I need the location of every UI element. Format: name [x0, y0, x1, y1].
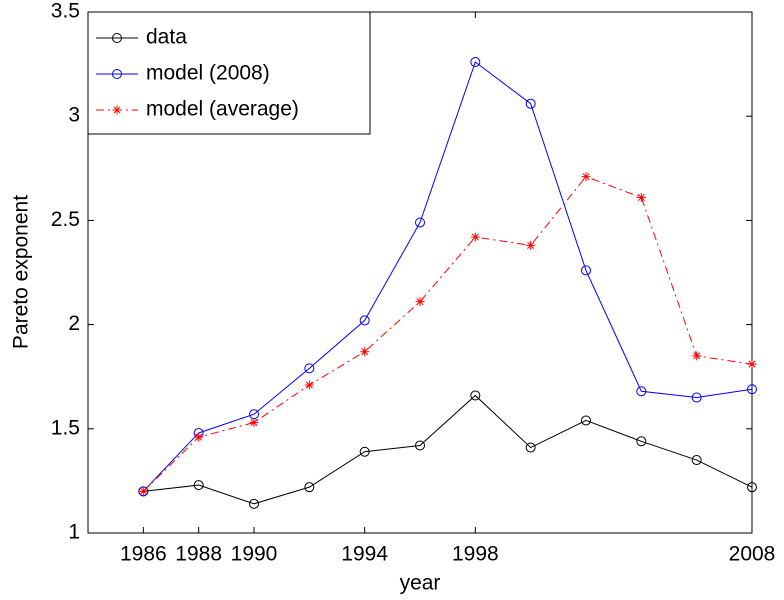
- y-tick-label: 3: [68, 104, 80, 127]
- point: [526, 240, 536, 250]
- legend-marker: [112, 69, 122, 79]
- point: [360, 347, 370, 357]
- series-line: [142, 176, 753, 492]
- series-line: [142, 61, 753, 492]
- point: [193, 480, 204, 491]
- point: [691, 392, 702, 403]
- point: [525, 442, 536, 453]
- point: [359, 315, 370, 326]
- x-tick-label: 1998: [452, 543, 499, 566]
- y-tick-label: 1.5: [51, 416, 80, 439]
- point: [359, 446, 370, 457]
- point: [747, 482, 757, 493]
- point: [470, 390, 481, 401]
- x-tick-label: 1986: [120, 543, 167, 566]
- point: [470, 232, 480, 242]
- legend-label: data: [146, 26, 187, 49]
- legend-marker: [112, 105, 122, 115]
- point: [304, 363, 315, 374]
- legend-box: [87, 11, 371, 135]
- point: [415, 440, 425, 451]
- legend-label: model (average): [146, 98, 299, 121]
- point: [581, 172, 591, 182]
- point: [194, 432, 204, 442]
- x-tick-label: 2008: [729, 543, 776, 566]
- point: [636, 192, 646, 202]
- point: [747, 384, 757, 395]
- point: [636, 386, 647, 397]
- x-tick-label: 1990: [231, 543, 278, 566]
- y-axis-label: Pareto exponent: [10, 195, 33, 349]
- point: [691, 455, 702, 466]
- legend-label: model (2008): [146, 62, 270, 85]
- y-tick-label: 3.5: [51, 0, 80, 23]
- point: [304, 380, 314, 390]
- point: [415, 217, 425, 228]
- point: [692, 351, 702, 361]
- point: [304, 482, 315, 493]
- point: [747, 359, 757, 369]
- point: [525, 98, 536, 109]
- point: [581, 265, 591, 276]
- point: [249, 498, 259, 509]
- x-tick-label: 1994: [341, 543, 388, 566]
- y-tick-label: 2.5: [51, 208, 80, 231]
- point: [249, 418, 259, 428]
- y-tick-label: 1: [68, 521, 80, 544]
- x-axis-label: year: [400, 572, 441, 595]
- point: [138, 486, 148, 496]
- x-tick-label: 1988: [175, 543, 222, 566]
- y-tick-label: 2: [68, 312, 80, 335]
- legend-marker: [112, 33, 122, 43]
- point: [470, 57, 481, 68]
- series-line: [143, 394, 753, 505]
- point: [581, 415, 591, 426]
- point: [415, 297, 425, 307]
- point: [636, 436, 647, 447]
